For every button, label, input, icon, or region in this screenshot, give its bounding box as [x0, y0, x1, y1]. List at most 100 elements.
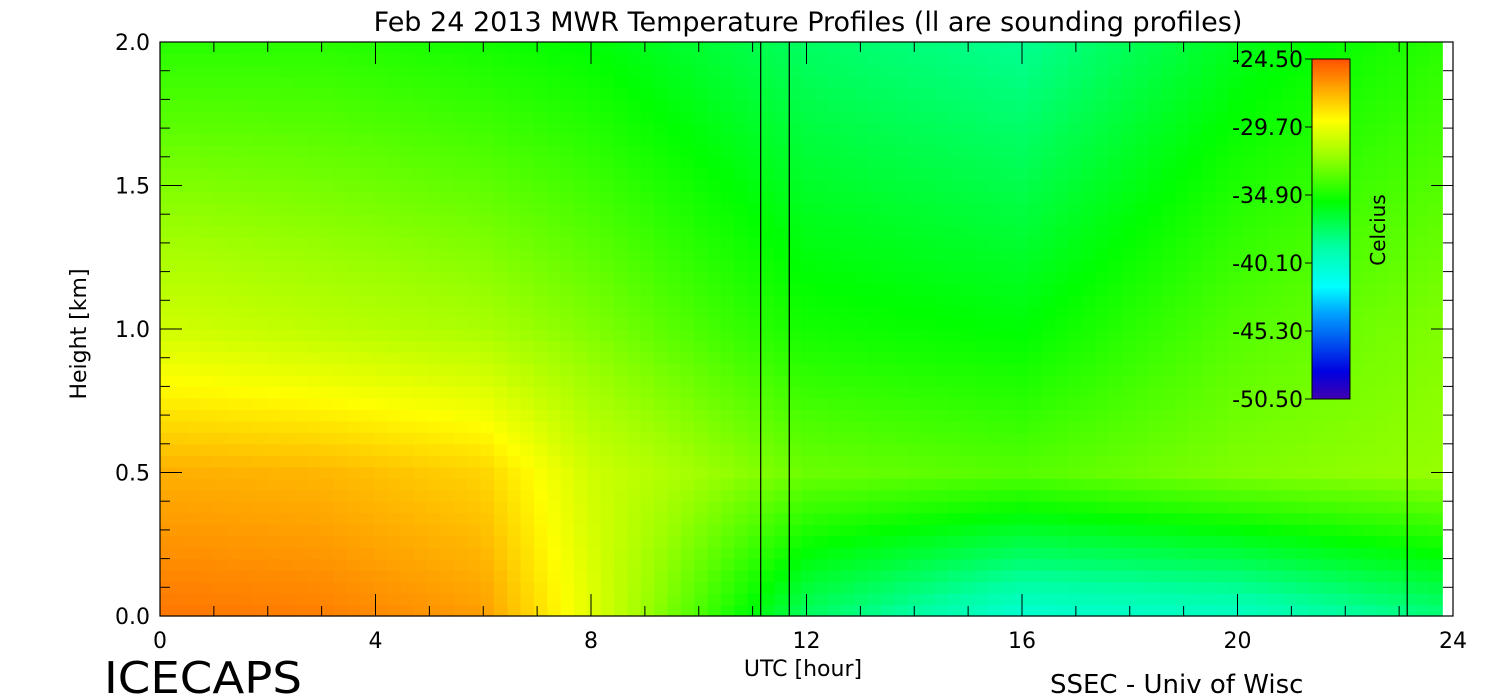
heatmap-cell: [547, 122, 562, 135]
heatmap-cell: [961, 283, 976, 296]
heatmap-cell: [453, 64, 468, 78]
heatmap-cell: [1281, 133, 1296, 146]
heatmap-cell: [507, 99, 522, 112]
heatmap-cell: [907, 604, 922, 617]
heatmap-cell: [1121, 145, 1136, 158]
heatmap-cell: [1081, 374, 1096, 387]
heatmap-cell: [453, 535, 468, 548]
heatmap-cell: [1001, 581, 1016, 594]
heatmap-cell: [894, 271, 909, 284]
heatmap-cell: [253, 110, 268, 123]
heatmap-cell: [1108, 168, 1123, 181]
heatmap-cell: [1108, 179, 1123, 192]
heatmap-cell: [694, 283, 709, 296]
heatmap-cell: [186, 558, 201, 571]
heatmap-cell: [1255, 420, 1270, 433]
heatmap-cell: [1402, 432, 1417, 445]
heatmap-cell: [240, 455, 255, 468]
heatmap-cell: [1348, 397, 1363, 410]
heatmap-cell: [440, 581, 455, 594]
heatmap-cell: [293, 489, 308, 502]
heatmap-cell: [1175, 237, 1190, 250]
heatmap-cell: [360, 294, 375, 307]
heatmap-cell: [1175, 53, 1190, 66]
heatmap-cell: [1388, 306, 1403, 319]
heatmap-cell: [240, 110, 255, 123]
heatmap-cell: [961, 271, 976, 284]
heatmap-cell: [680, 214, 695, 227]
heatmap-cell: [867, 478, 882, 491]
heatmap-cell: [507, 593, 522, 606]
heatmap-cell: [266, 260, 281, 273]
heatmap-cell: [387, 168, 402, 181]
heatmap-cell: [160, 248, 174, 261]
heatmap-cell: [186, 581, 201, 594]
heatmap-cell: [801, 283, 816, 296]
heatmap-cell: [453, 604, 468, 617]
heatmap-cell: [934, 271, 949, 284]
heatmap-cell: [1241, 294, 1256, 307]
heatmap-cell: [1188, 489, 1203, 502]
heatmap-cell: [1094, 535, 1109, 548]
heatmap-cell: [400, 363, 415, 376]
heatmap-cell: [907, 386, 922, 399]
heatmap-cell: [881, 133, 896, 146]
heatmap-cell: [1228, 317, 1243, 330]
heatmap-cell: [226, 443, 241, 456]
heatmap-cell: [400, 260, 415, 273]
heatmap-cell: [654, 64, 669, 78]
heatmap-cell: [1148, 524, 1163, 537]
heatmap-cell: [1215, 76, 1230, 89]
heatmap-cell: [226, 87, 241, 100]
heatmap-cell: [881, 524, 896, 537]
heatmap-cell: [1054, 351, 1069, 365]
heatmap-cell: [467, 133, 482, 146]
heatmap-cell: [680, 535, 695, 548]
heatmap-cell: [707, 214, 722, 227]
heatmap-cell: [1054, 478, 1069, 491]
heatmap-cell: [200, 237, 215, 250]
heatmap-cell: [654, 558, 669, 571]
heatmap-cell: [707, 317, 722, 330]
heatmap-cell: [226, 489, 241, 502]
heatmap-cell: [707, 547, 722, 560]
heatmap-cell: [1148, 455, 1163, 468]
heatmap-cell: [627, 156, 642, 169]
heatmap-cell: [173, 260, 188, 273]
heatmap-cell: [293, 145, 308, 158]
heatmap-cell: [747, 306, 762, 319]
heatmap-cell: [373, 570, 388, 583]
heatmap-cell: [707, 76, 722, 89]
heatmap-cell: [921, 191, 936, 204]
heatmap-cell: [1175, 455, 1190, 468]
heatmap-cell: [720, 260, 735, 273]
heatmap-cell: [747, 604, 762, 617]
heatmap-cell: [774, 558, 789, 571]
heatmap-cell: [1375, 168, 1390, 181]
heatmap-cell: [373, 294, 388, 307]
heatmap-cell: [253, 524, 268, 537]
heatmap-cell: [1161, 340, 1176, 353]
heatmap-cell: [720, 466, 735, 479]
heatmap-cell: [1348, 237, 1363, 250]
heatmap-cell: [547, 76, 562, 89]
heatmap-cell: [921, 133, 936, 146]
heatmap-cell: [293, 351, 308, 365]
heatmap-cell: [1188, 340, 1203, 353]
heatmap-cell: [1014, 283, 1029, 296]
heatmap-cell: [493, 489, 508, 502]
heatmap-cell: [533, 225, 548, 238]
heatmap-cell: [787, 260, 802, 273]
heatmap-cell: [907, 501, 922, 514]
heatmap-cell: [547, 237, 562, 250]
heatmap-cell: [1362, 248, 1377, 261]
heatmap-cell: [186, 156, 201, 169]
heatmap-cell: [306, 351, 321, 365]
heatmap-cell: [640, 329, 655, 342]
heatmap-cell: [1175, 306, 1190, 319]
heatmap-cell: [306, 179, 321, 192]
heatmap-cell: [827, 122, 842, 135]
y-tick-label: 2.0: [115, 31, 150, 56]
heatmap-cell: [1428, 237, 1443, 250]
heatmap-cell: [306, 420, 321, 433]
